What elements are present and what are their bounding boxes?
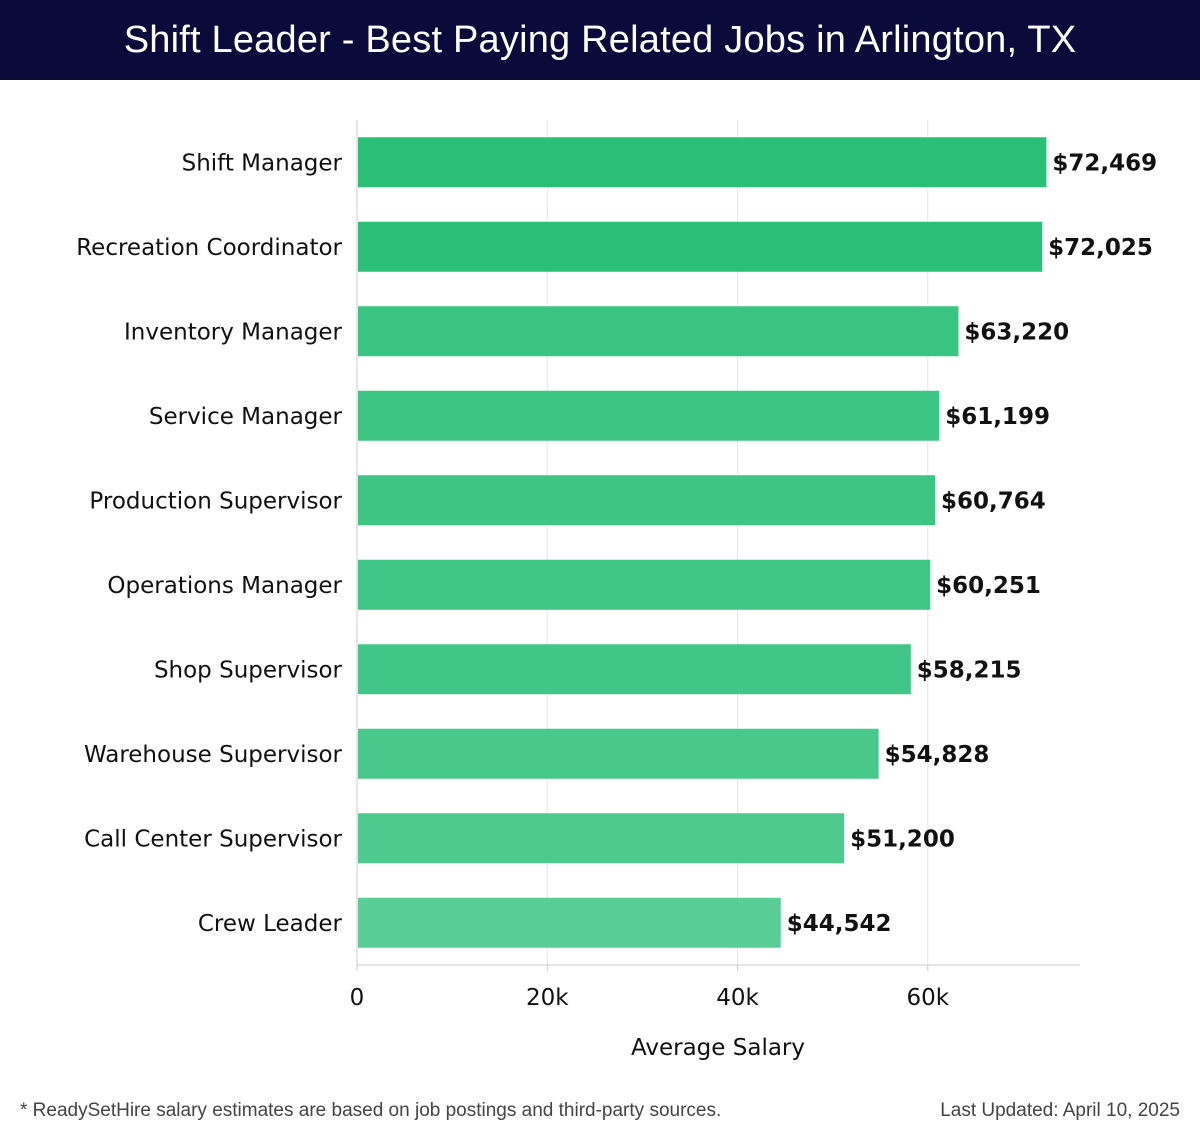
value-label: $72,025	[1048, 235, 1153, 261]
category-label: Call Center Supervisor	[84, 826, 342, 852]
category-label: Shift Manager	[182, 150, 343, 176]
footer-note: * ReadySetHire salary estimates are base…	[20, 1100, 722, 1121]
x-tick-label: 60k	[906, 985, 949, 1011]
bar	[358, 897, 781, 948]
bar-layer	[358, 137, 1047, 948]
category-label: Operations Manager	[107, 573, 342, 599]
bar	[358, 644, 911, 695]
bar	[358, 306, 959, 357]
bar	[358, 813, 845, 864]
value-label: $61,199	[945, 404, 1050, 430]
value-label: $51,200	[850, 826, 955, 852]
x-tick-label: 0	[350, 985, 365, 1011]
bar	[358, 475, 936, 526]
category-label: Crew Leader	[198, 911, 343, 937]
category-label: Warehouse Supervisor	[84, 742, 343, 768]
bar-chart: 0 20k 40k 60k Shift Manager $72,469 Recreation…	[76, 120, 1157, 1061]
value-label: $63,220	[964, 319, 1069, 345]
category-label: Recreation Coordinator	[76, 235, 342, 261]
value-label: $44,542	[787, 911, 892, 937]
chart-title: Shift Leader - Best Paying Related Jobs …	[123, 18, 1077, 61]
value-label: $60,251	[936, 573, 1041, 599]
x-axis-title: Average Salary	[631, 1035, 805, 1061]
value-label: $60,764	[941, 488, 1046, 514]
bar	[358, 221, 1043, 272]
axis-layer: 0 20k 40k 60k Shift Manager $72,469 Recreation…	[76, 120, 1157, 1011]
category-label: Shop Supervisor	[154, 657, 343, 683]
bar	[358, 137, 1047, 188]
value-label: $58,215	[917, 657, 1022, 683]
value-label: $72,469	[1052, 150, 1157, 176]
bar	[358, 728, 879, 779]
category-label: Production Supervisor	[89, 488, 342, 514]
chart-title-banner: Shift Leader - Best Paying Related Jobs …	[0, 0, 1200, 80]
category-label: Inventory Manager	[124, 319, 343, 345]
bar	[358, 559, 931, 610]
x-tick-label: 20k	[526, 985, 569, 1011]
bar	[358, 390, 940, 441]
value-label: $54,828	[885, 742, 990, 768]
x-tick-label: 40k	[716, 985, 759, 1011]
category-label: Service Manager	[149, 404, 343, 430]
last-updated: Last Updated: April 10, 2025	[940, 1100, 1180, 1121]
